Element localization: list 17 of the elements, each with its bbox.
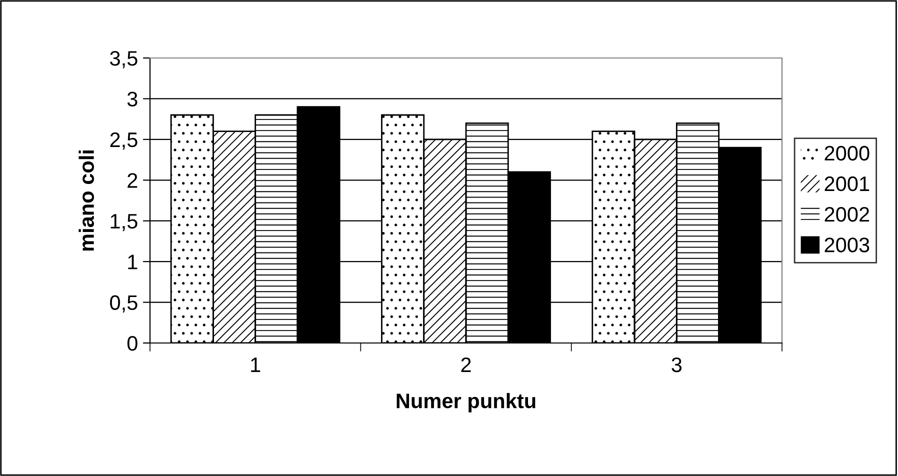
y-tick-label: 3	[127, 92, 138, 106]
x-tick-label: 3	[672, 357, 682, 372]
y-tick-label: 2,5	[110, 132, 138, 150]
y-tick-label: 1	[128, 254, 138, 270]
y-tick-label: 3,5	[110, 51, 138, 68]
y-tick-label: 1,5	[110, 214, 138, 232]
y-axis-title: miano coli	[78, 150, 94, 251]
y-tick-label: 2	[128, 173, 138, 188]
x-tick-label: 2	[461, 357, 471, 372]
legend-label: 2000	[824, 146, 870, 161]
legend-label: 2002	[824, 206, 870, 222]
legend-label: 2003	[824, 238, 870, 252]
x-axis-title: Numer punktu	[396, 392, 536, 412]
x-tick-label: 1	[251, 358, 260, 372]
y-tick-label: 0,5	[110, 295, 138, 312]
y-tick-label: 0	[127, 336, 138, 351]
legend-label: 2001	[824, 176, 870, 192]
